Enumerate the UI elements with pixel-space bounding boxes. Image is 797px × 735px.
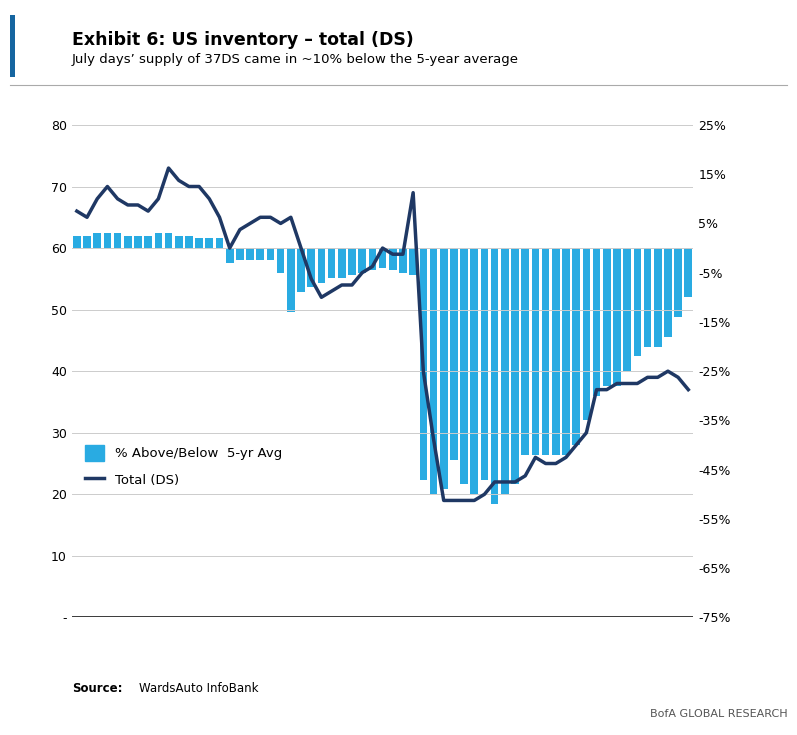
Bar (481, 248, 489, 479)
Text: Source:: Source: (72, 681, 122, 695)
Bar (83, 236, 91, 248)
Bar (359, 248, 366, 273)
Bar (399, 248, 406, 273)
Bar (562, 248, 570, 455)
Bar (379, 248, 387, 268)
Bar (572, 248, 580, 445)
Bar (389, 248, 397, 270)
Bar (338, 248, 346, 278)
Bar (165, 233, 172, 248)
Bar (73, 236, 80, 248)
Bar (308, 248, 315, 287)
Text: Exhibit 6: US inventory – total (DS): Exhibit 6: US inventory – total (DS) (72, 31, 414, 49)
Bar (552, 248, 559, 455)
Bar (460, 248, 468, 484)
Bar (593, 248, 600, 395)
Bar (664, 248, 672, 337)
Bar (532, 248, 540, 455)
Bar (236, 248, 244, 260)
Bar (226, 248, 234, 263)
Bar (104, 233, 112, 248)
Bar (654, 248, 662, 346)
Bar (267, 248, 274, 260)
Bar (216, 238, 223, 248)
Bar (297, 248, 304, 293)
Bar (277, 248, 285, 273)
Bar (368, 248, 376, 270)
Bar (317, 248, 325, 282)
Bar (287, 248, 295, 312)
Bar (634, 248, 641, 356)
Bar (542, 248, 549, 455)
Bar (450, 248, 457, 460)
Bar (644, 248, 651, 346)
Bar (93, 233, 101, 248)
Bar (175, 236, 183, 248)
Bar (185, 236, 193, 248)
Bar (419, 248, 427, 479)
Bar (144, 236, 152, 248)
Bar (195, 238, 203, 248)
Bar (430, 248, 438, 495)
Text: BofA GLOBAL RESEARCH: BofA GLOBAL RESEARCH (650, 709, 787, 719)
Bar (674, 248, 682, 317)
Bar (470, 248, 478, 495)
Legend: % Above/Below  5-yr Avg, Total (DS): % Above/Below 5-yr Avg, Total (DS) (84, 445, 282, 488)
Bar (603, 248, 611, 386)
Bar (114, 233, 121, 248)
Bar (257, 248, 264, 260)
Bar (155, 233, 162, 248)
Bar (206, 238, 213, 248)
Bar (246, 248, 254, 260)
Bar (491, 248, 498, 504)
Text: July days’ supply of 37DS came in ~10% below the 5-year average: July days’ supply of 37DS came in ~10% b… (72, 53, 519, 66)
Bar (134, 236, 142, 248)
Bar (440, 248, 448, 490)
Bar (685, 248, 692, 297)
Text: WardsAuto InfoBank: WardsAuto InfoBank (139, 681, 259, 695)
Bar (613, 248, 621, 386)
Bar (583, 248, 591, 420)
Bar (348, 248, 355, 275)
Bar (124, 236, 132, 248)
Bar (410, 248, 417, 275)
Bar (521, 248, 529, 455)
Bar (328, 248, 336, 278)
Bar (511, 248, 519, 484)
Bar (623, 248, 631, 371)
Bar (501, 248, 508, 495)
